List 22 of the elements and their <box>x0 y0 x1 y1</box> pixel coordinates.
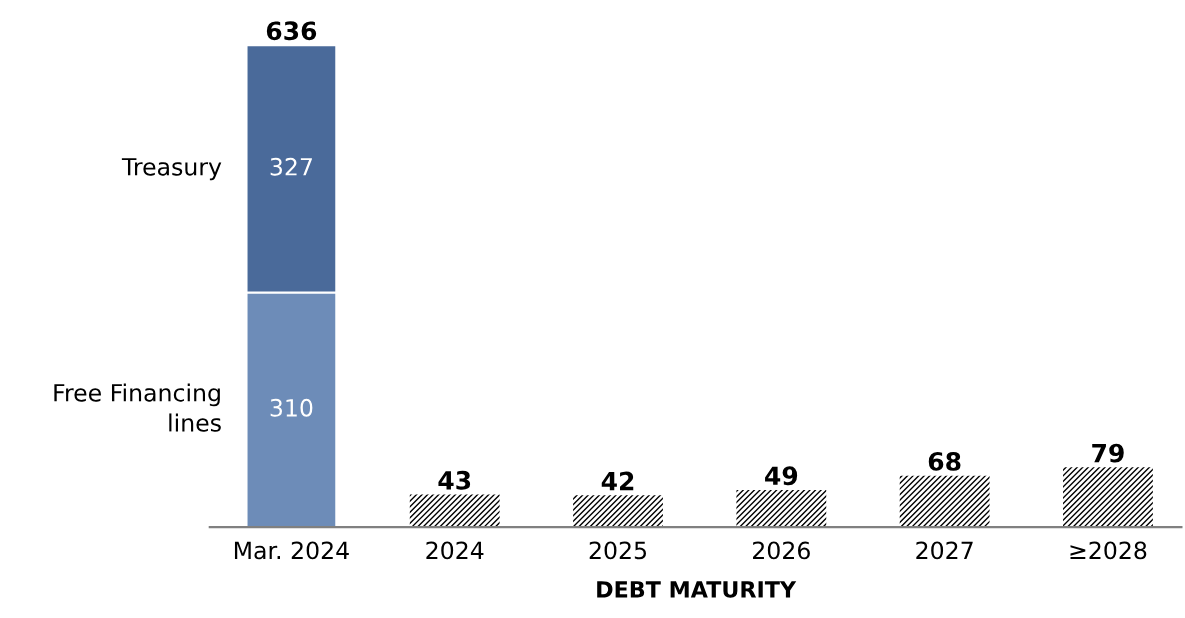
data-label: 49 <box>765 466 798 486</box>
bar <box>899 475 990 528</box>
data-label: 42 <box>601 471 634 491</box>
total-label: 636 <box>266 21 317 41</box>
x-tick-label: 2025 <box>589 541 646 560</box>
bar <box>409 494 500 528</box>
x-tick-label: 2027 <box>916 541 973 560</box>
data-label: 327 <box>270 157 312 176</box>
x-tick-label: Mar. 2024 <box>234 541 349 560</box>
x-tick-label: ≥2028 <box>1070 541 1147 560</box>
data-label: 79 <box>1092 443 1124 463</box>
x-tick-label: 2026 <box>753 541 810 560</box>
bar <box>736 490 827 528</box>
data-label: 68 <box>928 451 961 471</box>
x-tick-label: 2024 <box>426 541 484 560</box>
data-label: 310 <box>270 398 313 417</box>
x-axis-title: DEBT MATURITY <box>597 581 797 598</box>
series-label: Treasury <box>121 158 222 181</box>
series-label: Free Financing lines <box>54 383 221 432</box>
bar <box>573 495 663 528</box>
data-label: 43 <box>438 470 471 490</box>
bar <box>1063 467 1153 528</box>
